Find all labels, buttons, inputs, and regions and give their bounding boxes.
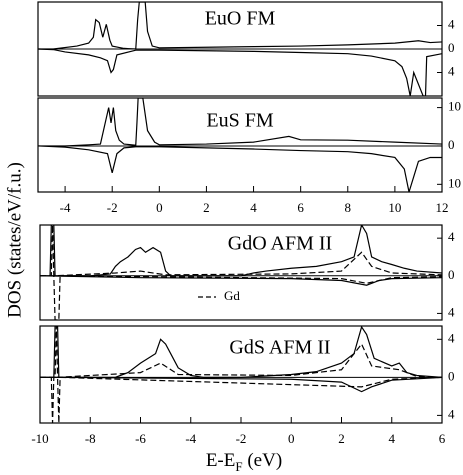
plot-area — [40, 326, 442, 423]
dos-line — [38, 145, 442, 192]
y-tick-label: 4 — [448, 304, 455, 319]
panel-title: EuO FM — [205, 8, 276, 30]
y-tick-label: 4 — [448, 229, 455, 244]
x-tick-label: 2 — [203, 200, 210, 215]
x-tick-label: 4 — [250, 200, 257, 215]
x-label-sub: F — [235, 459, 242, 474]
y-tick-label: 0 — [448, 137, 455, 152]
dos-line — [40, 376, 442, 393]
panel-title: GdO AFM II — [228, 233, 332, 255]
x-tick-label: -4 — [185, 431, 196, 446]
y-tick-label: 0 — [448, 368, 455, 383]
plot-area — [38, 2, 442, 96]
x-tick-label: 0 — [288, 431, 295, 446]
x-tick-label: 0 — [156, 200, 163, 215]
y-tick-label: 10 — [448, 175, 461, 190]
dos-line — [40, 225, 442, 277]
dos-line — [38, 2, 442, 50]
y-tick-label: 4 — [448, 63, 455, 78]
x-tick-label: -2 — [107, 200, 118, 215]
panel-frame — [39, 224, 443, 321]
x-tick-label: 4 — [389, 431, 396, 446]
plot-area — [40, 225, 442, 320]
x-tick-label: 6 — [297, 200, 304, 215]
x-tick-label: -4 — [60, 200, 71, 215]
x-label-part: E-E — [206, 450, 236, 471]
y-tick-label: 10 — [448, 99, 461, 114]
dos-line — [38, 48, 442, 96]
dos-line — [40, 225, 442, 277]
panel-frame — [37, 97, 443, 193]
dos-line — [40, 376, 442, 423]
dos-line — [40, 326, 442, 378]
y-tick-label: 4 — [448, 406, 455, 421]
y-tick-label: 4 — [448, 330, 455, 345]
plot-area — [38, 98, 442, 192]
x-tick-label: 8 — [345, 200, 352, 215]
x-tick-label: 2 — [338, 431, 345, 446]
x-tick-label: -10 — [31, 431, 48, 446]
y-tick-label: 0 — [448, 40, 455, 55]
x-tick-label: -6 — [135, 431, 146, 446]
x-tick-label: -8 — [85, 431, 96, 446]
x-axis-label: E-EF (eV) — [206, 450, 282, 474]
y-tick-label: 4 — [448, 16, 455, 31]
dos-line — [38, 98, 442, 147]
dos-line — [40, 275, 442, 286]
panel-title: GdS AFM II — [229, 337, 330, 359]
x-tick-label: 10 — [388, 200, 401, 215]
y-axis-label: DOS (states/eV/f.u.) — [4, 162, 25, 318]
panel-title: EuS FM — [206, 110, 273, 132]
x-label-part: (eV) — [243, 450, 283, 471]
legend-label: Gd — [224, 288, 240, 303]
y-tick-label: 0 — [448, 267, 455, 282]
x-tick-label: -2 — [236, 431, 247, 446]
dos-line — [40, 275, 442, 320]
x-tick-label: 6 — [439, 431, 446, 446]
x-tick-label: 12 — [436, 200, 449, 215]
